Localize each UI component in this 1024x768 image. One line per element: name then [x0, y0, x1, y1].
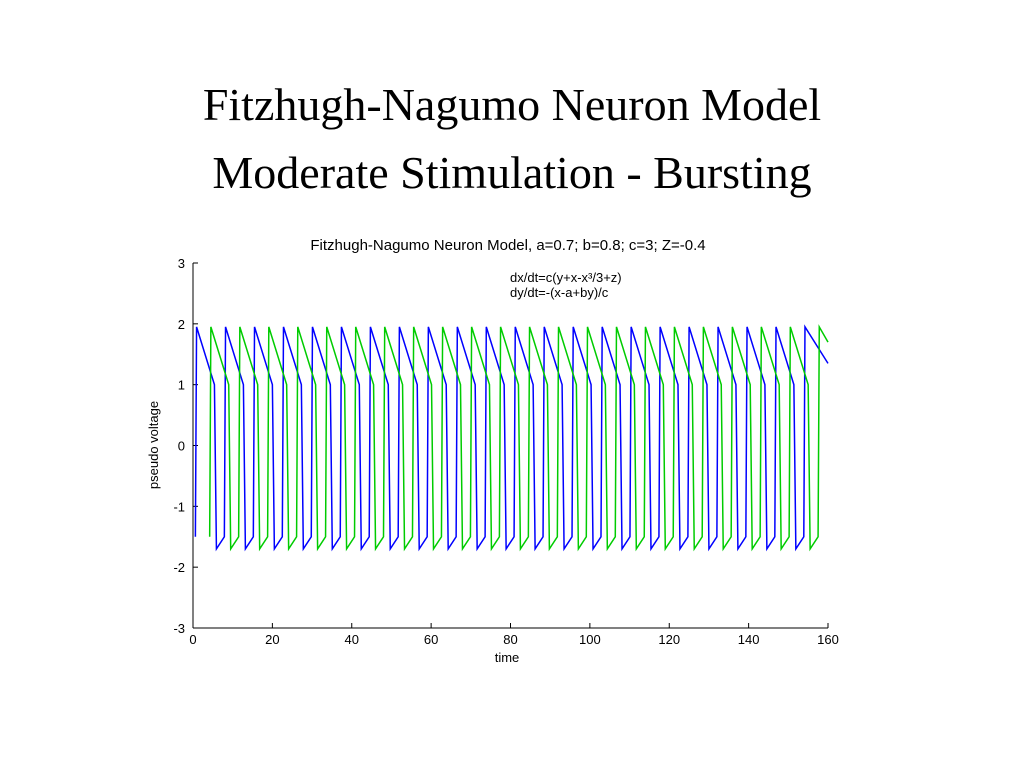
y-axis-label: pseudo voltage [146, 401, 161, 489]
chart-title: Fitzhugh-Nagumo Neuron Model, a=0.7; b=0… [310, 237, 705, 254]
slide-title: Fitzhugh-Nagumo Neuron Model [203, 79, 821, 130]
y-tick-label: 2 [178, 317, 185, 332]
data-line [194, 324, 829, 552]
x-tick-label: 60 [424, 632, 438, 647]
plot-area: 0 20 40 60 80 100 120 140 160 -3 -2 -1 0 1 2 3 [173, 256, 838, 647]
y-tick-label: -3 [173, 621, 185, 636]
x-axis-label: time [495, 650, 520, 665]
annotation: dx/dt=c(y+x-x³/3+z) [510, 270, 622, 285]
y-tick-label: 1 [178, 378, 185, 393]
y-tick-label: 0 [178, 439, 185, 454]
y-tick-label: 3 [178, 256, 185, 271]
slide-title: Moderate Stimulation - Bursting [212, 147, 811, 198]
y-tick-label: -1 [173, 499, 185, 514]
x-tick-label: 40 [345, 632, 359, 647]
x-tick-label: 20 [265, 632, 279, 647]
x-tick-label: 100 [579, 632, 601, 647]
x-tick-label: 120 [658, 632, 680, 647]
x-tick-label: 160 [817, 632, 839, 647]
y-tick-label: -2 [173, 560, 185, 575]
annotation: dy/dt=-(x-a+by)/c [510, 285, 609, 300]
data-line [208, 324, 829, 552]
x-tick-label: 80 [503, 632, 517, 647]
x-tick-label: 0 [189, 632, 196, 647]
x-tick-label: 140 [738, 632, 760, 647]
